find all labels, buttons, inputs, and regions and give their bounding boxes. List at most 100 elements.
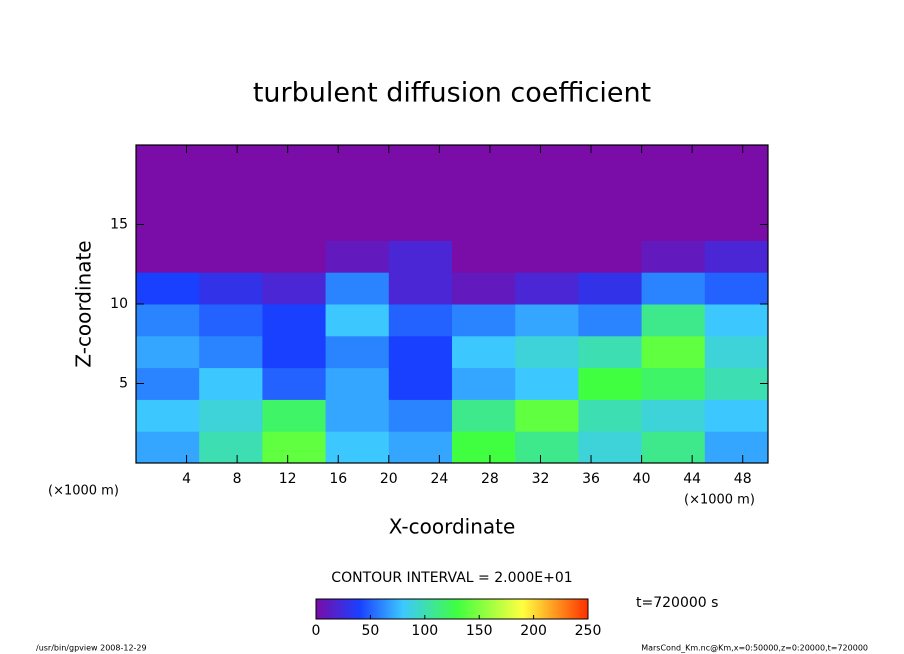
cell <box>199 304 263 337</box>
cell <box>388 431 453 464</box>
x-unit: (×1000 m) <box>684 493 755 508</box>
cell <box>452 208 516 241</box>
cell <box>578 240 643 273</box>
cell <box>199 208 263 241</box>
x-tick-label: 12 <box>279 471 297 487</box>
time-label: t=720000 s <box>636 595 718 611</box>
cell <box>578 176 643 210</box>
cell <box>388 176 453 210</box>
cell <box>704 431 769 464</box>
x-tick-label: 48 <box>734 471 752 487</box>
cell <box>515 399 579 432</box>
cell <box>262 399 327 432</box>
cell <box>704 367 769 400</box>
cell <box>262 176 327 210</box>
cell <box>452 399 516 432</box>
cell <box>641 367 706 400</box>
colorbar-tick-label: 50 <box>361 623 379 639</box>
colorbar-tick-label: 150 <box>466 623 493 639</box>
x-tick-label: 16 <box>329 471 347 487</box>
cell <box>641 240 706 273</box>
colorbar <box>315 598 589 620</box>
cell <box>325 367 390 400</box>
cell <box>452 367 516 400</box>
cell <box>641 304 706 337</box>
y-axis-label: Z-coordinate <box>72 240 96 367</box>
cell <box>199 431 263 464</box>
cell <box>578 431 643 464</box>
cell <box>515 367 579 400</box>
cell <box>578 272 643 305</box>
cell <box>641 431 706 464</box>
cell <box>325 176 390 210</box>
cell <box>199 335 263 369</box>
cell <box>452 335 516 369</box>
cell <box>199 399 263 432</box>
footer-left: /usr/bin/gpview 2008-12-29 <box>36 644 147 653</box>
cell <box>388 145 453 178</box>
footer-right: MarsCond_Km.nc@Km,x=0:50000,z=0:20000,t=… <box>641 644 868 653</box>
cell <box>641 335 706 369</box>
cell <box>452 176 516 210</box>
cell <box>388 240 453 273</box>
contour-note: CONTOUR INTERVAL = 2.000E+01 <box>331 570 572 586</box>
x-tick-label: 40 <box>633 471 651 487</box>
cell <box>262 431 327 464</box>
cell <box>388 208 453 241</box>
cell <box>452 145 516 178</box>
cell <box>325 240 390 273</box>
cell <box>325 208 390 241</box>
cell <box>136 335 200 369</box>
cell <box>136 145 200 178</box>
cell <box>515 240 579 273</box>
cell <box>199 176 263 210</box>
cell <box>452 304 516 337</box>
cell <box>199 145 263 178</box>
cell <box>388 272 453 305</box>
cell <box>199 240 263 273</box>
x-tick-label: 36 <box>582 471 600 487</box>
cell <box>578 399 643 432</box>
cell <box>641 399 706 432</box>
cell <box>704 399 769 432</box>
cell <box>325 145 390 178</box>
cell <box>704 176 769 210</box>
y-unit: (×1000 m) <box>48 484 119 499</box>
cell <box>262 208 327 241</box>
cell <box>325 272 390 305</box>
cell <box>578 367 643 400</box>
cell <box>136 176 200 210</box>
cell <box>136 431 200 464</box>
cell <box>262 367 327 400</box>
cell <box>704 240 769 273</box>
cell <box>515 335 579 369</box>
cell <box>641 145 706 178</box>
cell <box>136 240 200 273</box>
x-tick-label: 24 <box>430 471 448 487</box>
cell <box>515 145 579 178</box>
cell <box>704 272 769 305</box>
x-tick-label: 44 <box>683 471 701 487</box>
y-tick-label: 15 <box>110 217 128 233</box>
cell <box>136 208 200 241</box>
cell <box>325 431 390 464</box>
cell <box>452 240 516 273</box>
cell <box>515 431 579 464</box>
cell <box>704 145 769 178</box>
cell <box>452 272 516 305</box>
cell <box>262 272 327 305</box>
cell <box>641 176 706 210</box>
cell <box>325 399 390 432</box>
x-tick-label: 4 <box>182 471 191 487</box>
cell <box>578 145 643 178</box>
cell <box>578 304 643 337</box>
colorbar-tick-label: 200 <box>520 623 547 639</box>
cell <box>704 304 769 337</box>
cell <box>199 272 263 305</box>
cell <box>704 208 769 241</box>
cell <box>515 176 579 210</box>
colorbar-tick-label: 100 <box>411 623 438 639</box>
cell <box>452 431 516 464</box>
cell <box>388 399 453 432</box>
cell <box>388 367 453 400</box>
